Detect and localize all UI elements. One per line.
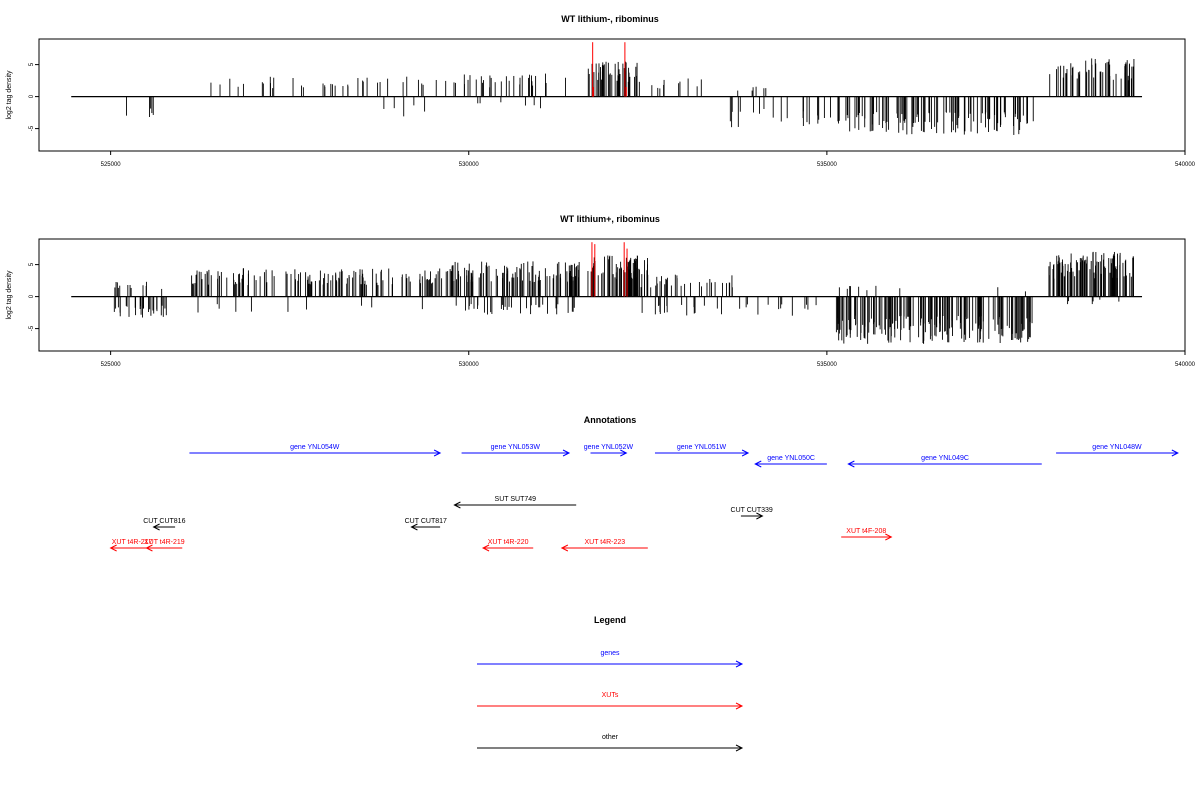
feature-label: CUT CUT339 xyxy=(731,507,773,514)
feature-other: CUT CUT817 xyxy=(405,518,447,531)
feature-label: XUT t4R-219 xyxy=(144,539,185,546)
highlight-marks xyxy=(592,42,627,97)
feature-arrow-head xyxy=(410,523,418,531)
feature-arrow-head xyxy=(847,460,855,468)
feature-other: SUT SUT749 xyxy=(453,496,577,509)
feature-label: CUT CUT816 xyxy=(143,518,185,525)
feature-gene: gene YNL052W xyxy=(584,444,634,457)
feature-xut: XUT t4R-220 xyxy=(481,539,534,552)
feature-arrow-head xyxy=(735,702,744,710)
chart-title: WT lithium-, ribominus xyxy=(561,14,659,24)
feature-arrow-head xyxy=(560,544,569,552)
feature-arrow-head xyxy=(756,512,764,520)
bar-marks xyxy=(71,251,1143,344)
feature-arrow-head xyxy=(562,449,571,457)
highlight-marks xyxy=(591,242,628,297)
feature-arrow-head xyxy=(741,449,750,457)
y-axis-label: log2 tag density xyxy=(6,270,13,320)
legend: genes XUTs other xyxy=(477,650,744,752)
x-axis: 525000 530000 535000 540000 xyxy=(101,150,1196,168)
feature-label: gene YNL048W xyxy=(1092,444,1142,451)
x-tick-label: 540000 xyxy=(1175,162,1196,168)
y-axis: -5 0 5 xyxy=(29,262,39,331)
legend-title: Legend xyxy=(594,615,626,625)
feature-label: XUT t4F-208 xyxy=(846,528,886,535)
y-tick-label: 5 xyxy=(29,62,35,66)
feature-arrow-head xyxy=(152,523,160,531)
x-tick-label: 525000 xyxy=(101,162,122,168)
y-axis-label: log2 tag density xyxy=(6,70,13,120)
x-axis: 525000 530000 535000 540000 xyxy=(101,350,1196,368)
x-tick-label: 525000 xyxy=(101,362,122,368)
legend-item-xut: XUTs xyxy=(477,692,744,710)
x-tick-label: 535000 xyxy=(817,362,838,368)
feature-arrow-head xyxy=(453,501,461,509)
x-tick-label: 535000 xyxy=(817,162,838,168)
legend-label: XUTs xyxy=(602,692,619,699)
feature-gene: gene YNL048W xyxy=(1056,444,1179,457)
feature-xut: XUT t4F-208 xyxy=(841,528,893,541)
feature-label: gene YNL049C xyxy=(921,455,969,462)
y-tick-label: -5 xyxy=(29,325,35,331)
chart-title: WT lithium+, ribominus xyxy=(560,214,660,224)
feature-xut: XUT t4R-217 xyxy=(109,539,154,552)
feature-label: gene YNL054W xyxy=(290,444,340,451)
x-tick-label: 530000 xyxy=(459,162,480,168)
feature-other: CUT CUT339 xyxy=(731,507,773,520)
feature-arrow-head xyxy=(433,449,442,457)
panel-lithium-plus: WT lithium+, ribominus log2 tag density … xyxy=(6,214,1196,368)
legend-item-other: other xyxy=(477,734,744,752)
bar-marks xyxy=(71,58,1143,135)
feature-arrow-head xyxy=(885,533,893,541)
feature-label: SUT SUT749 xyxy=(495,496,537,503)
feature-gene: gene YNL050C xyxy=(754,455,827,468)
annotation-tracks: gene YNL054W gene YNL053W gene YNL052W gene… xyxy=(109,444,1179,552)
feature-gene: gene YNL049C xyxy=(847,455,1042,468)
legend-label: other xyxy=(602,734,619,741)
feature-label: gene YNL050C xyxy=(767,455,815,462)
y-tick-label: 5 xyxy=(29,262,35,266)
y-tick-label: 0 xyxy=(29,94,35,98)
y-tick-label: 0 xyxy=(29,294,35,298)
y-axis: -5 0 5 xyxy=(29,62,39,131)
feature-arrow-head xyxy=(735,744,744,752)
legend-label: genes xyxy=(600,650,620,657)
feature-label: gene YNL053W xyxy=(491,444,541,451)
feature-other: CUT CUT816 xyxy=(143,518,186,531)
feature-label: XUT t4R-223 xyxy=(584,539,625,546)
legend-item-gene: genes xyxy=(477,650,744,668)
feature-arrow-head xyxy=(754,460,762,468)
x-tick-label: 530000 xyxy=(459,362,480,368)
panel-lithium-minus: WT lithium-, ribominus log2 tag density … xyxy=(6,14,1196,168)
feature-arrow-head xyxy=(620,449,628,457)
feature-arrow-head xyxy=(1171,449,1179,457)
feature-label: XUT t4R-220 xyxy=(488,539,529,546)
feature-gene: gene YNL054W xyxy=(189,444,442,457)
feature-gene: gene YNL051W xyxy=(654,444,750,457)
feature-xut: XUT t4R-223 xyxy=(560,539,648,552)
y-tick-label: -5 xyxy=(29,125,35,131)
feature-label: gene YNL052W xyxy=(584,444,634,451)
feature-label: CUT CUT817 xyxy=(405,518,447,525)
feature-arrow-head xyxy=(109,544,117,552)
feature-arrow-head xyxy=(481,544,490,552)
feature-label: gene YNL051W xyxy=(677,444,727,451)
feature-arrow-head xyxy=(735,660,744,668)
x-tick-label: 540000 xyxy=(1175,362,1196,368)
feature-gene: gene YNL053W xyxy=(461,444,571,457)
annotations-title: Annotations xyxy=(584,415,637,425)
feature-label: XUT t4R-217 xyxy=(112,539,153,546)
